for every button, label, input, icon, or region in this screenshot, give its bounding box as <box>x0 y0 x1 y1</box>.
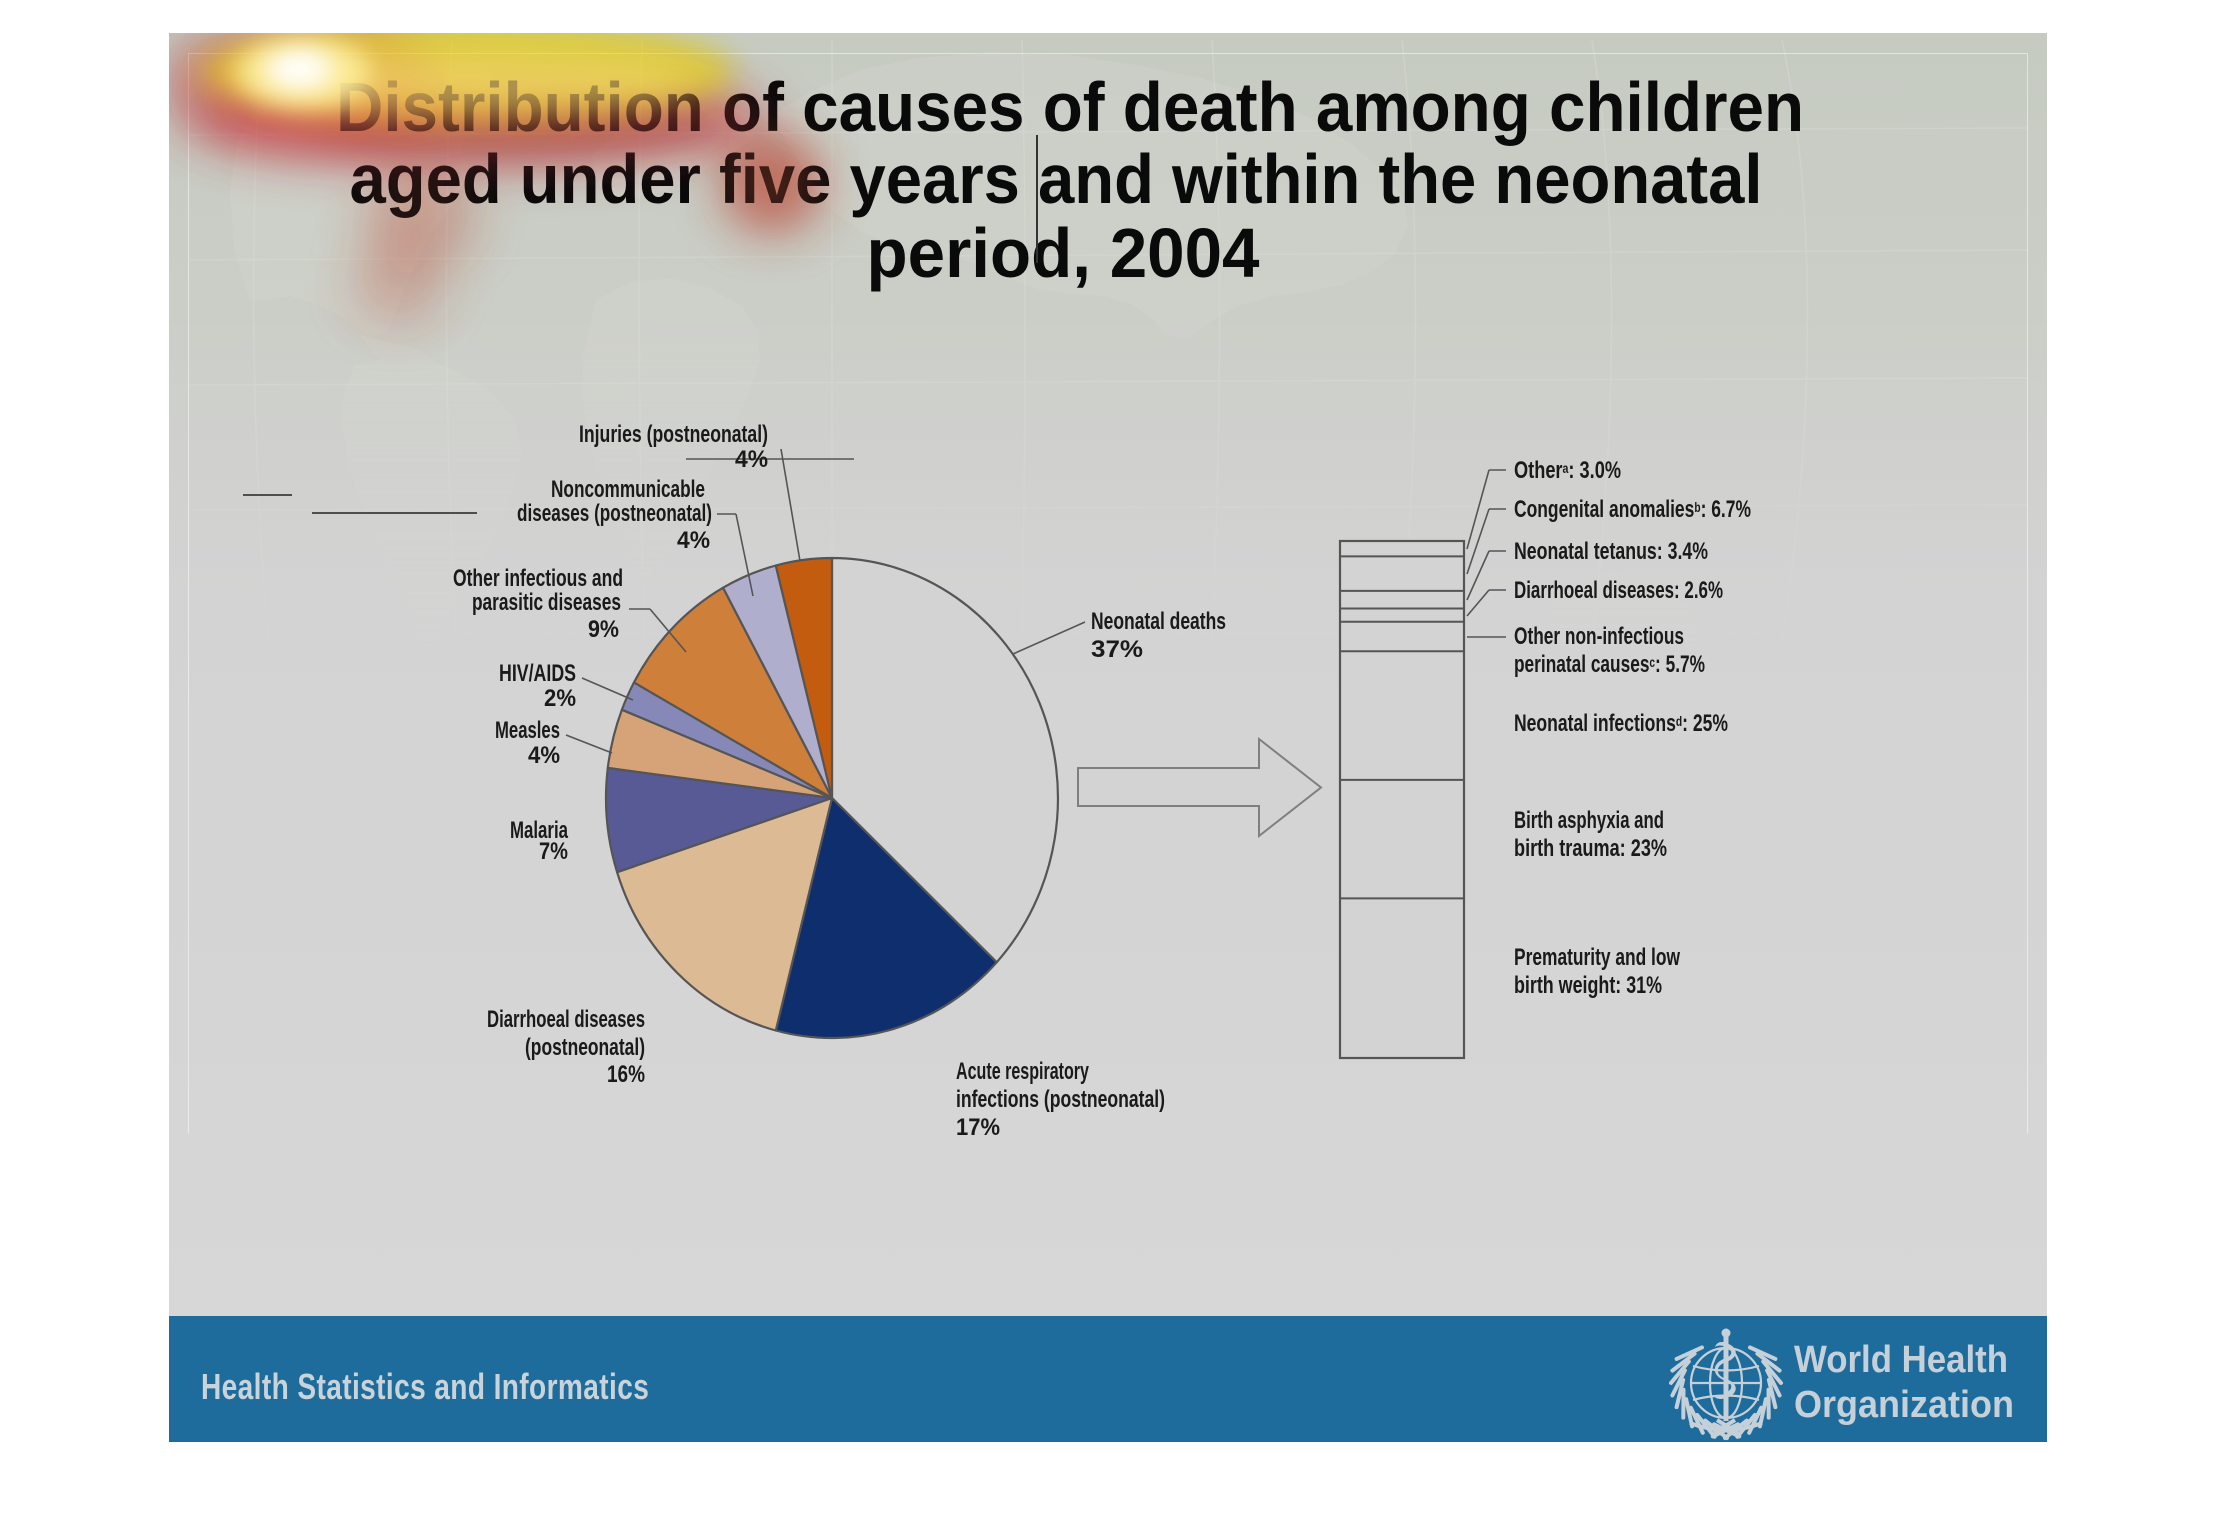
svg-text:4%: 4% <box>528 742 560 769</box>
svg-text:7%: 7% <box>539 838 568 865</box>
svg-text:Neonatal tetanus: 3.4%: Neonatal tetanus: 3.4% <box>1514 538 1708 565</box>
svg-text:birth weight: 31%: birth weight: 31% <box>1514 972 1662 999</box>
svg-text:9%: 9% <box>588 616 619 643</box>
svg-text:HIV/AIDS: HIV/AIDS <box>499 660 576 687</box>
svg-text:37%: 37% <box>1091 636 1143 663</box>
svg-text:16%: 16% <box>607 1061 645 1088</box>
svg-text:Noncommunicable: Noncommunicable <box>551 476 705 503</box>
svg-text:period, 2004: period, 2004 <box>867 214 1260 292</box>
svg-text:17%: 17% <box>956 1114 1000 1141</box>
svg-text:4%: 4% <box>677 527 710 554</box>
svg-text:World Health: World Health <box>1794 1339 2008 1381</box>
svg-text:Injuries (postneonatal): Injuries (postneonatal) <box>579 421 768 448</box>
svg-text:diseases (postneonatal): diseases (postneonatal) <box>517 500 712 527</box>
svg-text:Malaria: Malaria <box>510 817 568 844</box>
svg-text:Other infectious and: Other infectious and <box>453 565 623 592</box>
svg-text:Neonatal infectionsd: 25%: Neonatal infectionsd: 25% <box>1514 710 1728 737</box>
svg-text:Diarrhoeal diseases: 2.6%: Diarrhoeal diseases: 2.6% <box>1514 577 1723 604</box>
svg-text:Congenital anomaliesb: 6.7%: Congenital anomaliesb: 6.7% <box>1514 496 1751 523</box>
svg-text:perinatal causesc: 5.7%: perinatal causesc: 5.7% <box>1514 651 1705 678</box>
svg-text:2%: 2% <box>544 685 576 712</box>
svg-text:Birth asphyxia and: Birth asphyxia and <box>1514 807 1664 834</box>
svg-text:Prematurity and low: Prematurity and low <box>1514 944 1680 971</box>
svg-text:birth trauma: 23%: birth trauma: 23% <box>1514 835 1667 862</box>
svg-text:Other non-infectious: Other non-infectious <box>1514 623 1684 650</box>
svg-text:(postneonatal): (postneonatal) <box>525 1034 645 1061</box>
svg-text:Diarrhoeal diseases: Diarrhoeal diseases <box>487 1006 645 1033</box>
svg-text:Othera: 3.0%: Othera: 3.0% <box>1514 457 1621 484</box>
svg-text:4%: 4% <box>735 446 768 473</box>
svg-text:Measles: Measles <box>495 717 560 744</box>
svg-text:parasitic diseases: parasitic diseases <box>472 589 621 616</box>
svg-text:Neonatal deaths: Neonatal deaths <box>1091 608 1226 635</box>
svg-text:infections (postneonatal): infections (postneonatal) <box>956 1086 1165 1113</box>
svg-text:Organization: Organization <box>1794 1384 2014 1426</box>
svg-text:Acute respiratory: Acute respiratory <box>956 1058 1089 1085</box>
